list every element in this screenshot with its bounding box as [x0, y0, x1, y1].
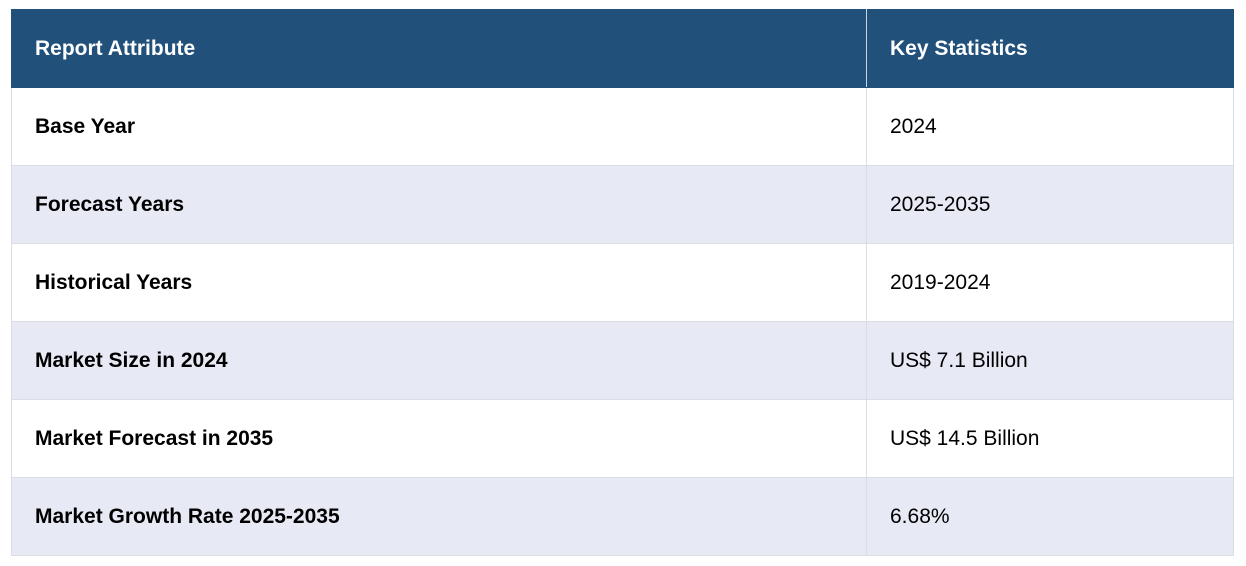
row-attribute: Market Growth Rate 2025-2035	[11, 477, 867, 556]
table-header-row: Report Attribute Key Statistics	[11, 9, 1234, 88]
table-row: Historical Years 2019-2024	[11, 243, 1234, 322]
table-row: Forecast Years 2025-2035	[11, 165, 1234, 244]
header-report-attribute: Report Attribute	[11, 9, 867, 88]
table-row: Market Growth Rate 2025-2035 6.68%	[11, 477, 1234, 556]
report-table-container: Report Attribute Key Statistics Base Yea…	[11, 9, 1234, 556]
row-attribute: Market Forecast in 2035	[11, 399, 867, 478]
row-value: US$ 14.5 Billion	[866, 399, 1234, 478]
row-value: 2025-2035	[866, 165, 1234, 244]
header-key-statistics: Key Statistics	[866, 9, 1234, 88]
table-row: Market Size in 2024 US$ 7.1 Billion	[11, 321, 1234, 400]
report-attributes-table: Report Attribute Key Statistics Base Yea…	[11, 9, 1234, 556]
row-value: 2024	[866, 87, 1234, 166]
row-value: US$ 7.1 Billion	[866, 321, 1234, 400]
row-value: 6.68%	[866, 477, 1234, 556]
row-attribute: Market Size in 2024	[11, 321, 867, 400]
row-value: 2019-2024	[866, 243, 1234, 322]
row-attribute: Base Year	[11, 87, 867, 166]
table-row: Market Forecast in 2035 US$ 14.5 Billion	[11, 399, 1234, 478]
table-row: Base Year 2024	[11, 87, 1234, 166]
row-attribute: Historical Years	[11, 243, 867, 322]
row-attribute: Forecast Years	[11, 165, 867, 244]
